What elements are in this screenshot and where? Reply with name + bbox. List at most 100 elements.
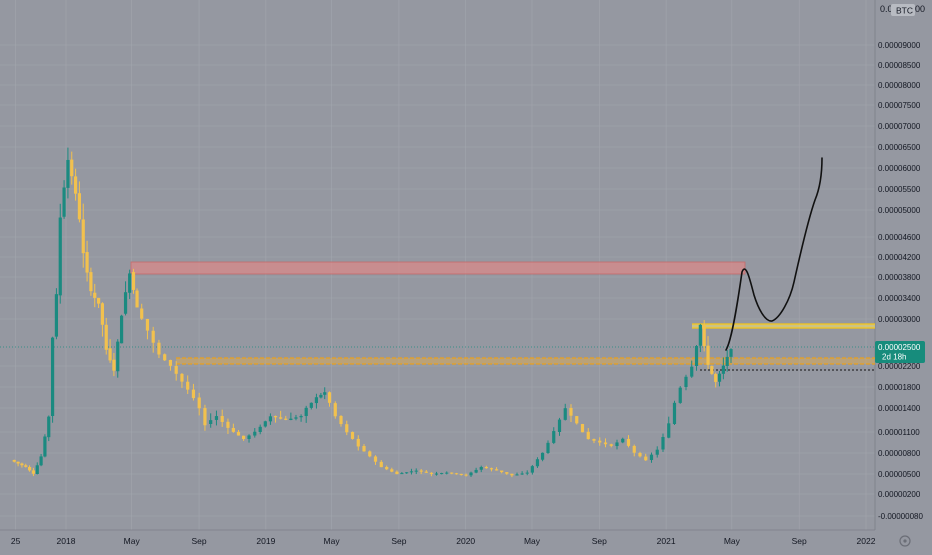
candle-body — [373, 456, 378, 462]
top-scale-tail: 00 — [915, 4, 925, 14]
candle-body — [390, 469, 394, 472]
candle-body — [273, 416, 278, 418]
candle-body — [505, 472, 509, 474]
candle-body — [85, 252, 89, 273]
y-tick-label: 0.00002200 — [878, 362, 921, 371]
candle-body — [661, 437, 665, 450]
candle-body — [339, 416, 343, 425]
candle-body — [54, 294, 59, 337]
candle-body — [515, 474, 519, 476]
candle-body — [112, 359, 116, 371]
candle-body — [575, 416, 579, 424]
candle-body — [729, 349, 733, 357]
candle-body — [151, 330, 155, 343]
candle-body — [20, 463, 24, 466]
candle-body — [27, 467, 32, 471]
candle-body — [655, 449, 659, 455]
price-marker-countdown: 2d 18h — [882, 353, 906, 362]
candle-body — [649, 454, 654, 460]
candle-body — [721, 365, 725, 374]
y-tick-label: 0.00000500 — [878, 470, 921, 479]
candle-body — [128, 273, 132, 293]
candle-body — [409, 471, 414, 473]
candle-body — [93, 292, 97, 298]
candle-body — [24, 465, 28, 467]
candle-body — [362, 446, 366, 452]
y-tick-label: 0.00005500 — [878, 185, 921, 194]
y-tick-label: 0.00007000 — [878, 122, 921, 131]
x-axis: 25 2018 May Sep 2019 May Sep 2020 May Sep 2021 May S… — [11, 536, 876, 546]
candle-body — [459, 473, 463, 475]
candle-body — [294, 417, 298, 419]
candle-body — [104, 324, 108, 350]
candle-body — [626, 439, 631, 446]
candle-body — [615, 442, 619, 446]
candle-body — [108, 348, 112, 361]
candle-body — [309, 402, 313, 408]
y-tick-label: 0.00000800 — [878, 449, 921, 458]
candle-body — [414, 470, 418, 472]
candle-body — [268, 416, 273, 422]
candle-body — [552, 431, 556, 443]
candles — [12, 147, 733, 478]
candle-body — [263, 421, 267, 427]
y-tick-label: 0.00001400 — [878, 404, 921, 413]
candle-body — [434, 473, 439, 475]
candle-body — [284, 418, 288, 420]
candle-body — [119, 315, 124, 344]
candle-body — [469, 472, 473, 476]
candle-body — [31, 470, 36, 474]
candle-body — [89, 272, 93, 292]
candle-body — [197, 397, 201, 409]
candle-body — [70, 159, 74, 177]
candle-body — [379, 461, 383, 468]
candle-body — [385, 467, 389, 470]
upper-zone — [692, 324, 875, 328]
candle-body — [191, 389, 196, 399]
x-tick-label: 25 — [11, 536, 21, 546]
candle-body — [540, 452, 545, 460]
top-scale-text: 0.00 — [880, 4, 898, 14]
candle-body — [563, 408, 567, 420]
candle-body — [667, 423, 671, 438]
candle-body — [450, 472, 454, 474]
candle-body — [535, 459, 540, 467]
x-tick-label: 2018 — [57, 536, 76, 546]
x-tick-label: 2020 — [456, 536, 475, 546]
candle-body — [220, 416, 224, 422]
candle-body — [484, 467, 488, 469]
candle-body — [429, 472, 434, 474]
candle-body — [174, 366, 178, 374]
candle-body — [304, 407, 308, 416]
y-axis: 0.00009000 0.00008500 0.00008000 0.00007500… — [878, 41, 923, 521]
candle-body — [368, 451, 372, 457]
candle-body — [489, 468, 494, 470]
candle-body — [632, 445, 636, 453]
candle-body — [12, 460, 16, 462]
x-tick-label: Sep — [792, 536, 807, 546]
candle-body — [557, 419, 562, 432]
candle-body — [684, 376, 688, 387]
candle-body — [50, 337, 55, 416]
y-tick-label: 0.00006500 — [878, 143, 921, 152]
x-tick-label: Sep — [391, 536, 406, 546]
y-tick-label: -0.00000080 — [878, 512, 923, 521]
grid — [0, 0, 876, 531]
candle-body — [253, 431, 257, 436]
candle-body — [214, 416, 219, 420]
candle-body — [603, 442, 608, 445]
x-tick-label: Sep — [592, 536, 607, 546]
y-tick-label: 0.00007500 — [878, 101, 921, 110]
candle-body — [530, 466, 534, 473]
candle-body — [694, 345, 699, 366]
settings-icon[interactable] — [899, 535, 911, 547]
candle-body — [474, 469, 478, 473]
candle-body — [621, 438, 625, 443]
candle-body — [100, 303, 105, 325]
candle-body — [96, 297, 101, 304]
candle-body — [73, 176, 78, 194]
candle-body — [135, 290, 139, 308]
candle-body — [698, 324, 702, 346]
candle-body — [209, 420, 213, 424]
